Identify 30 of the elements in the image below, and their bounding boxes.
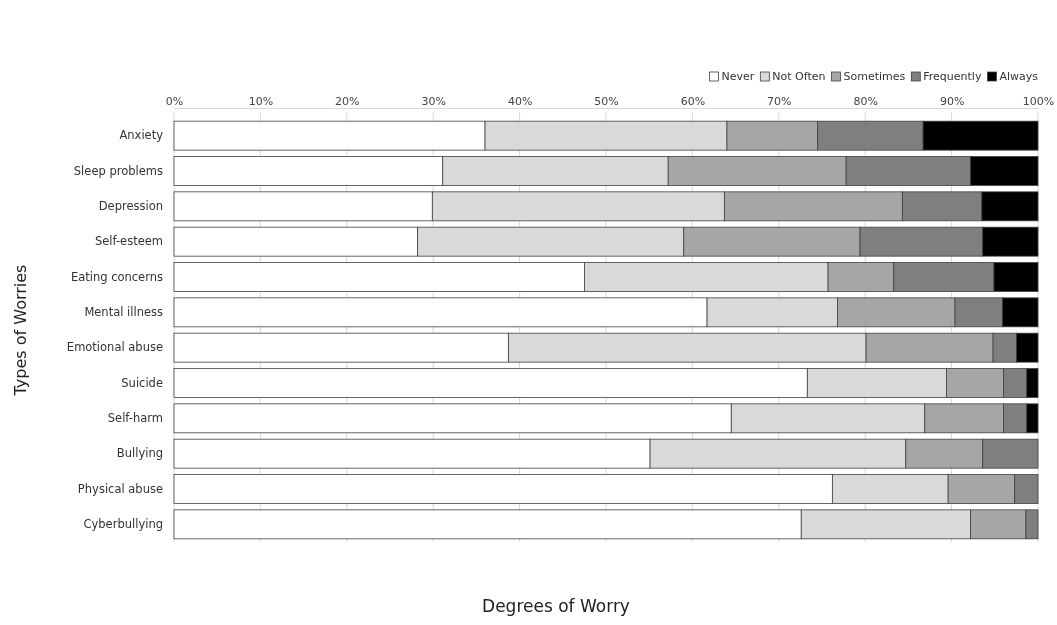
- y-tick-label: Cyberbullying: [83, 517, 163, 532]
- x-tick-label: 70%: [767, 95, 792, 108]
- x-tick-label: 50%: [594, 95, 619, 108]
- x-tick-label: 40%: [507, 95, 533, 108]
- y-tick-label: Sleep problems: [73, 163, 163, 178]
- y-axis-title: Types of Worries: [11, 264, 30, 397]
- x-tick-label: 90%: [939, 95, 965, 108]
- legend-label: Never: [721, 70, 755, 83]
- x-tick-label: 100%: [1022, 95, 1055, 108]
- legend-label: Always: [999, 70, 1039, 83]
- y-tick-label: Physical abuse: [77, 481, 163, 496]
- x-tick-label: 60%: [680, 95, 706, 108]
- x-tick-label: 30%: [421, 95, 446, 108]
- y-tick-label: Bullying: [116, 446, 163, 461]
- legend-label: Frequently: [923, 70, 982, 83]
- y-tick-label: Mental illness: [84, 305, 164, 320]
- y-tick-label: Depression: [98, 199, 163, 214]
- y-tick-label: Emotional abuse: [66, 340, 163, 355]
- x-tick-label: 20%: [335, 95, 360, 108]
- x-tick-label: 10%: [248, 95, 274, 108]
- y-tick-label: Eating concerns: [70, 269, 163, 284]
- y-tick-label: Suicide: [121, 375, 163, 390]
- legend-label: Not Often: [772, 70, 826, 83]
- x-tick-label: 0%: [165, 95, 184, 108]
- legend-label: Sometimes: [843, 70, 906, 83]
- x-axis-title: Degrees of Worry: [482, 596, 630, 616]
- y-tick-label: Self-esteem: [94, 234, 163, 249]
- x-tick-label: 80%: [853, 95, 878, 108]
- y-tick-label: Anxiety: [119, 128, 164, 143]
- y-tick-label: Self-harm: [107, 411, 163, 426]
